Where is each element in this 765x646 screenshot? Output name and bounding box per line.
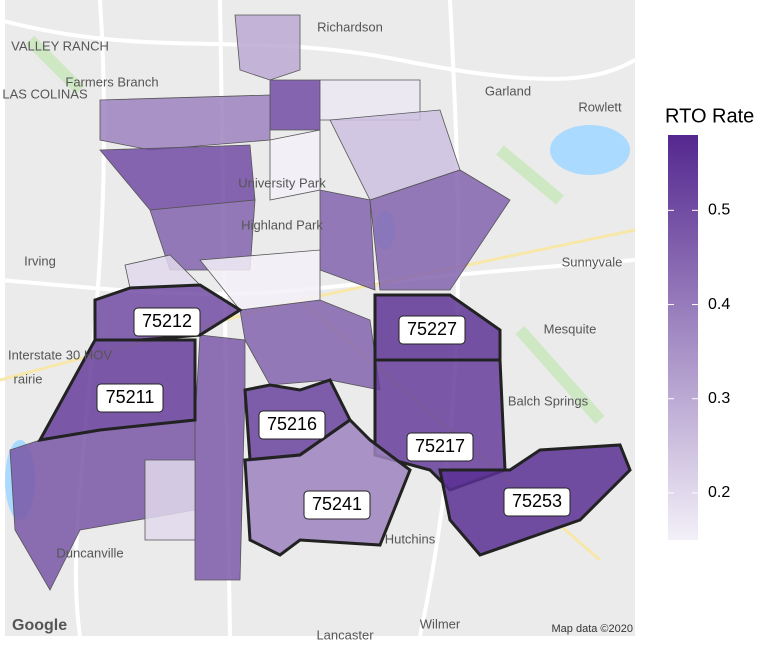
zip-label: 75241 bbox=[312, 494, 362, 514]
zip-region bbox=[199, 249, 321, 311]
legend-title: RTO Rate bbox=[665, 105, 754, 127]
place-label: LAS COLINAS bbox=[2, 86, 88, 101]
colorbar-tick-label: 0.2 bbox=[708, 484, 730, 501]
place-label: Sunnyvale bbox=[562, 254, 623, 269]
zip-label: 75217 bbox=[415, 436, 465, 456]
colorbar-tick-label: 0.4 bbox=[708, 296, 730, 313]
place-label: Balch Springs bbox=[508, 393, 589, 408]
zip-region bbox=[319, 189, 376, 291]
place-label: Highland Park bbox=[241, 217, 323, 232]
place-label: Duncanville bbox=[56, 545, 123, 560]
zip-region bbox=[144, 459, 196, 541]
map-credit: Map data ©2020 bbox=[552, 623, 634, 635]
zip-region bbox=[234, 14, 301, 81]
colorbar bbox=[668, 135, 698, 540]
place-label: Richardson bbox=[317, 19, 383, 34]
place-label: Rowlett bbox=[578, 99, 622, 114]
zip-regions bbox=[9, 14, 632, 591]
colorbar-tick-label: 0.5 bbox=[708, 202, 730, 219]
zip-region bbox=[194, 334, 246, 581]
google-logo: Google bbox=[12, 617, 67, 634]
place-label: Farmers Branch bbox=[65, 74, 158, 89]
place-label: VALLEY RANCH bbox=[11, 38, 109, 53]
zip-region bbox=[269, 129, 321, 201]
zip-label-box bbox=[96, 383, 164, 413]
place-labels: Richardson Farmers Branch Garland Rowlett VA… bbox=[2, 19, 623, 642]
legend: RTO Rate 0.2 0.3 0.4 0.5 bbox=[665, 105, 754, 540]
colorbar-tick-label: 0.3 bbox=[708, 390, 730, 407]
place-label: rairie bbox=[14, 371, 43, 386]
zip-labels: 75212 75211 75216 75227 75217 75241 75253 bbox=[96, 307, 571, 520]
zip-label: 75216 bbox=[267, 414, 317, 434]
zip-label-box bbox=[258, 410, 326, 440]
zip-region bbox=[243, 418, 412, 557]
zip-label: 75227 bbox=[407, 319, 457, 339]
zip-label-box bbox=[303, 490, 371, 520]
zip-region bbox=[269, 79, 321, 131]
place-label: Interstate 30 HOV bbox=[8, 347, 112, 362]
zip-label-box bbox=[406, 432, 474, 462]
place-label: University Park bbox=[238, 175, 326, 190]
zip-label-box bbox=[133, 307, 201, 337]
zip-region bbox=[369, 169, 511, 291]
zip-label: 75212 bbox=[142, 311, 192, 331]
place-label: Wilmer bbox=[420, 616, 461, 631]
zip-label-box bbox=[398, 315, 466, 345]
zip-region bbox=[239, 299, 381, 391]
place-label: Hutchins bbox=[385, 531, 436, 546]
zip-region bbox=[99, 94, 271, 151]
zip-label: 75253 bbox=[512, 491, 562, 511]
place-label: Irving bbox=[24, 253, 56, 268]
place-label: Garland bbox=[485, 83, 531, 98]
place-label: Lancaster bbox=[316, 627, 374, 641]
place-label: Mesquite bbox=[544, 321, 597, 336]
zip-label: 75211 bbox=[106, 387, 155, 407]
zip-label-box bbox=[503, 487, 571, 517]
